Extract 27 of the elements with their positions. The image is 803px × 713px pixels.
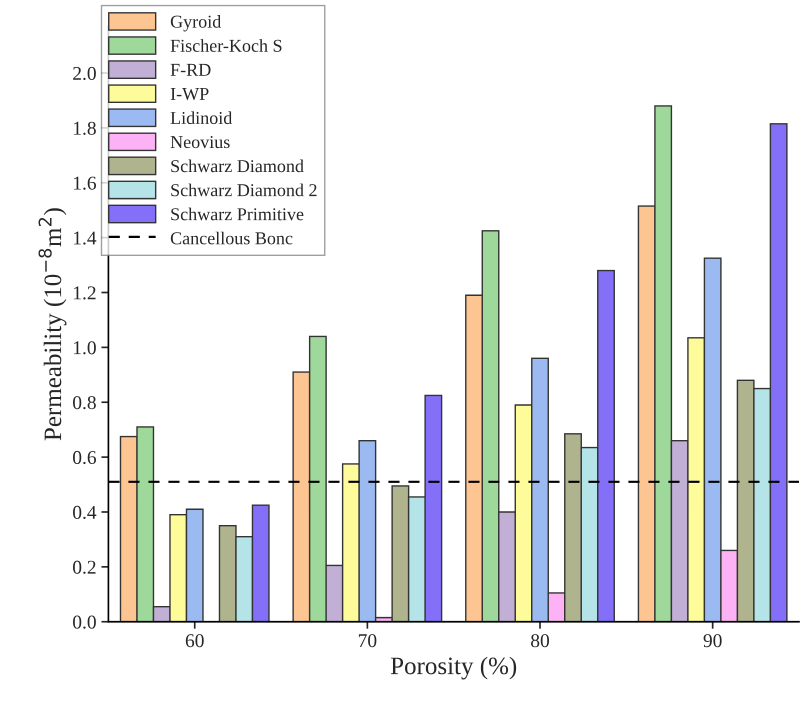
legend-label: Lidinoid — [170, 111, 232, 124]
x-axis-title: Porosity (%) — [390, 656, 516, 680]
x-tick-label: 80 — [531, 634, 549, 648]
y-tick-label: 0.8 — [73, 396, 96, 410]
y-tick-label: 0.4 — [73, 506, 96, 520]
legend-label: Cancellous Bonc — [170, 232, 292, 244]
legend-label: Neovius — [170, 136, 230, 148]
y-tick-label: 0.6 — [73, 450, 96, 464]
y-tick-label: 1.6 — [74, 176, 96, 190]
x-tick-label: 90 — [704, 634, 722, 648]
legend-label: Fischer-Koch S — [170, 39, 282, 52]
x-tick-label: 60 — [186, 634, 204, 648]
legend-label: I-WP — [170, 88, 208, 100]
y-tick-label: 1.4 — [74, 232, 96, 245]
y-tick-label: 1.2 — [74, 286, 96, 300]
y-axis-title: Permeability (10$^{−8}$m$^{2}$) — [38, 208, 66, 440]
y-tick-label: 1.0 — [74, 341, 96, 354]
y-tick-label: 0.0 — [73, 616, 96, 629]
legend-label: Schwarz Diamond — [171, 160, 304, 172]
x-tick-label: 70 — [358, 634, 376, 648]
y-tick-label: 2.0 — [73, 66, 96, 80]
y-tick-label: 1.8 — [74, 122, 96, 135]
legend-label: Gyroid — [170, 15, 222, 32]
legend-label: Schwarz Diamond 2 — [171, 184, 317, 196]
legend-label: Schwarz Primitive — [171, 208, 304, 220]
y-tick-label: 0.2 — [73, 560, 96, 574]
legend-label: F-RD — [170, 64, 211, 76]
